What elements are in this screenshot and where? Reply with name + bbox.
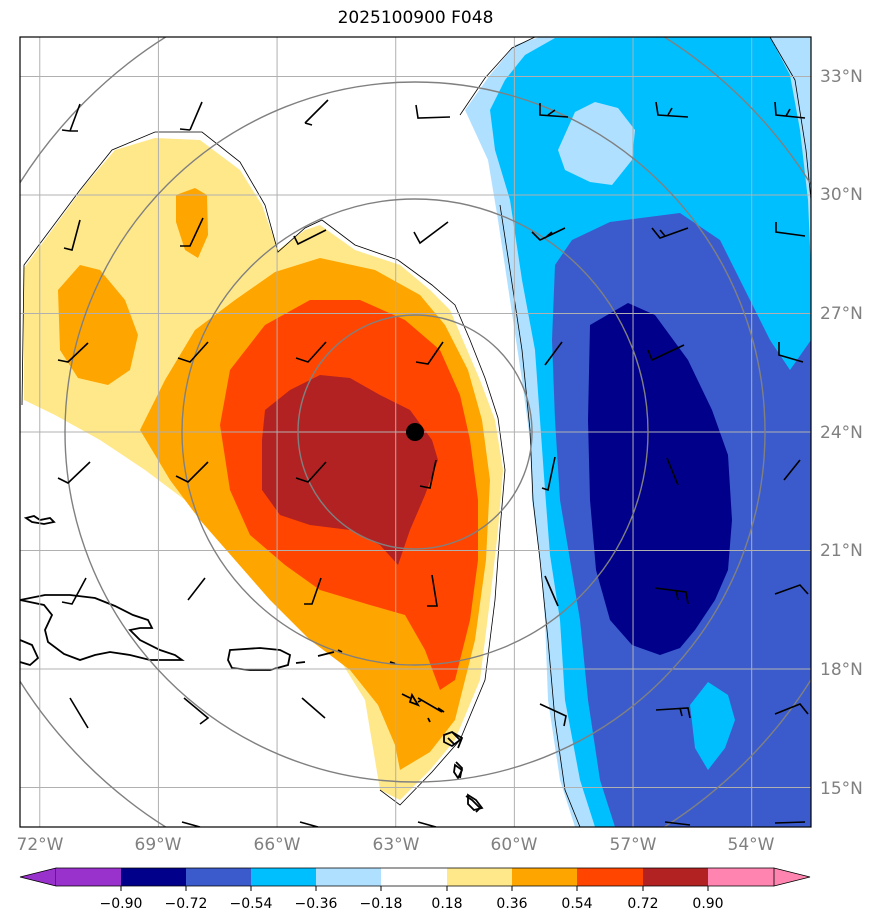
colorbar-segment <box>643 868 708 886</box>
y-axis-labels: 33°N 30°N 27°N 24°N 21°N 18°N 15°N <box>820 67 863 799</box>
contour-fill-neg0.72 <box>588 303 732 655</box>
positive-anomaly-region <box>24 138 503 800</box>
contour-fill-neg0.36-island <box>690 682 735 770</box>
lat-tick-label: 30°N <box>820 185 863 205</box>
lat-tick-label: 24°N <box>820 423 863 443</box>
coastlines <box>20 515 484 813</box>
colorbar-segment <box>251 868 316 886</box>
storm-center-marker <box>406 423 424 441</box>
colorbar-tick-label: 0.36 <box>496 896 527 912</box>
lon-tick-label: 60°W <box>491 835 538 855</box>
virgin-islands <box>295 649 343 664</box>
lat-tick-label: 21°N <box>820 541 863 561</box>
colorbar-segment <box>381 868 447 886</box>
colorbar-segment <box>121 868 186 886</box>
lon-tick-label: 57°W <box>610 835 657 855</box>
colorbar-tick-label: −0.36 <box>295 896 338 912</box>
hispaniola-coast <box>20 594 185 661</box>
colorbar-tick-label: 0.18 <box>431 896 462 912</box>
range-rings <box>20 37 811 827</box>
map-title: 2025100900 F048 <box>337 8 494 28</box>
lon-tick-label: 69°W <box>135 835 182 855</box>
map-plot-area <box>20 37 811 827</box>
colorbar-segment <box>316 868 381 886</box>
lon-tick-label: 54°W <box>728 835 775 855</box>
small-island <box>23 515 56 525</box>
zero-contours <box>21 37 811 827</box>
lat-tick-label: 33°N <box>820 67 863 87</box>
contour-fill-0.72 <box>262 375 438 565</box>
lon-tick-label: 63°W <box>373 835 420 855</box>
colorbar-segment <box>577 868 643 886</box>
colorbar-tick-label: −0.18 <box>360 896 403 912</box>
colorbar-segment <box>186 868 251 886</box>
colorbar-tick-label: −0.72 <box>165 896 208 912</box>
cuba-edge <box>20 639 40 667</box>
colorbar-tick-label: 0.90 <box>692 896 723 912</box>
colorbar-segment <box>56 868 121 886</box>
lat-tick-label: 27°N <box>820 304 863 324</box>
colorbar-segment <box>512 868 577 886</box>
contour-fill-neg0.18-island <box>558 102 635 185</box>
colorbar-segment <box>447 868 512 886</box>
lon-tick-label: 66°W <box>254 835 301 855</box>
colorbar-extend-low <box>19 867 57 887</box>
map-frame <box>19 36 812 828</box>
colorbar-tick-label: −0.54 <box>230 896 273 912</box>
lesser-antilles <box>389 661 482 813</box>
lat-tick-label: 15°N <box>820 779 863 799</box>
lat-tick-label: 18°N <box>820 660 863 680</box>
contour-fill-0.36-west <box>58 265 138 385</box>
puerto-rico-coast <box>227 647 292 671</box>
x-axis-labels: 72°W 69°W 66°W 63°W 60°W 57°W 54°W <box>17 835 775 855</box>
colorbar-tick-label: 0.72 <box>627 896 658 912</box>
colorbar: −0.90 −0.72 −0.54 −0.36 −0.18 0.18 0.36 … <box>19 867 811 912</box>
colorbar-segment <box>708 868 774 886</box>
colorbar-tick-label: −0.90 <box>100 896 143 912</box>
colorbar-tick-label: 0.54 <box>561 896 592 912</box>
lon-tick-label: 72°W <box>17 835 64 855</box>
wind-barbs <box>57 99 809 827</box>
colorbar-extend-high <box>773 867 811 887</box>
contour-fill-0.36-north <box>176 188 208 258</box>
